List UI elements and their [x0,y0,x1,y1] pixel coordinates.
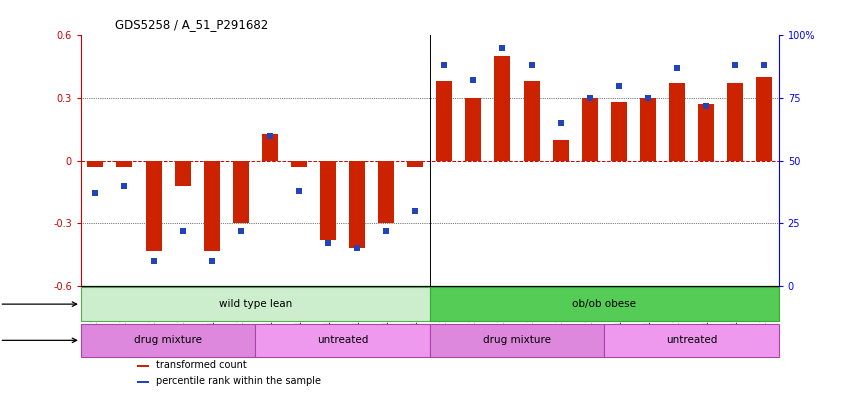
Bar [582,98,597,161]
Point [263,132,277,139]
Point [205,258,219,264]
Point [234,228,248,234]
Point [641,95,654,101]
Point [670,65,683,71]
Bar [349,161,365,248]
Point [466,77,480,84]
Text: percentile rank within the sample: percentile rank within the sample [157,376,321,386]
Bar [146,161,162,250]
Point [728,62,742,69]
Point [321,240,334,246]
Bar [611,102,626,161]
Point [117,183,131,189]
Text: wild type lean: wild type lean [219,299,292,309]
Point [351,245,364,252]
Point [176,228,190,234]
Point [408,208,422,214]
Text: ob/ob obese: ob/ob obese [572,299,637,309]
Bar [757,77,772,161]
Bar [552,140,568,161]
Bar [117,161,133,167]
Bar [727,83,743,161]
Bar [262,134,277,161]
Point [380,228,393,234]
Bar [430,287,779,321]
Point [612,83,625,89]
Bar [669,83,685,161]
Text: drug mixture: drug mixture [134,335,202,345]
Text: GDS5258 / A_51_P291682: GDS5258 / A_51_P291682 [115,18,268,31]
Bar [523,81,540,161]
Bar [320,161,336,240]
Bar [291,161,307,167]
Bar [640,98,656,161]
Text: untreated: untreated [665,335,717,345]
Point [700,103,713,109]
Text: drug mixture: drug mixture [483,335,551,345]
Bar [255,324,430,357]
Bar [137,381,149,383]
Bar [137,365,149,367]
Bar [233,161,248,223]
Point [89,190,102,196]
Point [292,187,306,194]
Point [757,62,771,69]
Point [495,45,509,51]
Bar [88,161,103,167]
Bar [465,98,482,161]
Bar [174,161,191,186]
Bar [698,104,714,161]
Bar [494,56,511,161]
Bar [203,161,220,250]
Bar [378,161,394,223]
Bar [408,161,423,167]
Bar [430,324,604,357]
Text: untreated: untreated [317,335,368,345]
Bar [604,324,779,357]
Point [146,258,160,264]
Bar [437,81,452,161]
Point [437,62,451,69]
Point [583,95,597,101]
Bar [81,287,430,321]
Bar [81,324,255,357]
Text: transformed count: transformed count [157,360,247,371]
Point [525,62,539,69]
Point [554,120,568,126]
